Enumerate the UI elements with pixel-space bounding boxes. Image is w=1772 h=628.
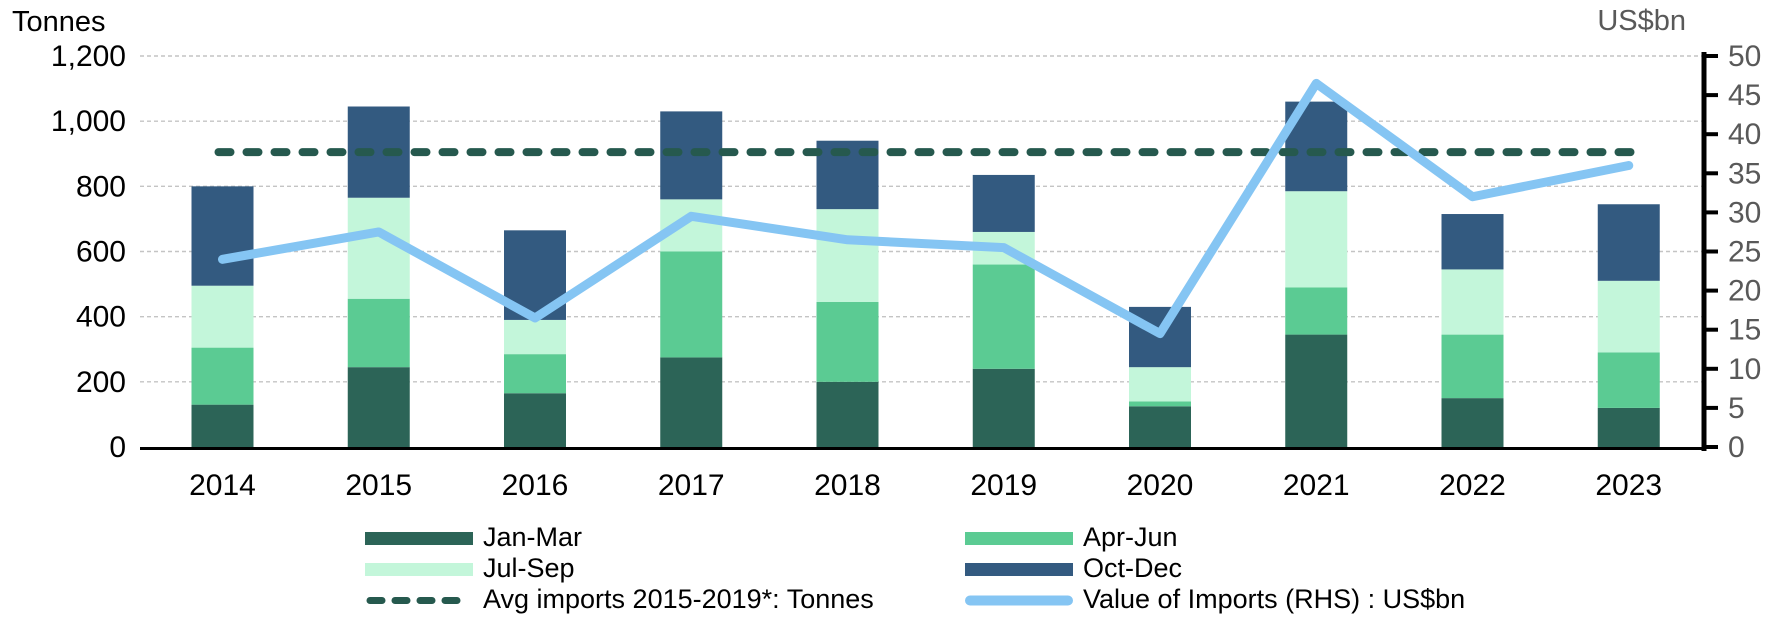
right-axis-tick-label: 45 <box>1728 79 1761 112</box>
right-axis-tick-label: 10 <box>1728 353 1761 386</box>
right-axis-title: US$bn <box>1597 5 1686 37</box>
left-axis-tick-label: 400 <box>76 301 126 334</box>
right-axis-tick-label: 35 <box>1728 157 1761 190</box>
legend-item-oct-dec: Oct-Dec <box>965 553 1705 585</box>
bar-segment-2022-apr-jun <box>1441 334 1504 399</box>
legend-swatch-avg-imports-dashed-line <box>365 594 473 607</box>
right-axis-tick-label: 5 <box>1728 392 1745 425</box>
right-axis-tick-label: 30 <box>1728 196 1761 229</box>
bar-segment-2017-apr-jun <box>660 251 723 358</box>
category-label-2016: 2016 <box>502 469 569 502</box>
left-axis-tick-label: 800 <box>76 170 126 203</box>
chart-legend: Jan-Mar Jul-Sep Avg imports 2015-2019*: … <box>365 522 1705 616</box>
bar-segment-2016-apr-jun <box>504 354 566 394</box>
category-label-2019: 2019 <box>970 469 1037 502</box>
bar-segment-2023-oct-dec <box>1597 204 1660 281</box>
bar-segment-2022-jan-mar <box>1441 398 1504 447</box>
bar-segment-2023-jan-mar <box>1597 407 1660 447</box>
bar-segment-2020-apr-jun <box>1129 401 1191 407</box>
category-labels: 2014 2015 2016 2017 2018 2019 2020 2021 2022 2023 <box>189 469 1662 502</box>
legend-item-avg-imports: Avg imports 2015-2019*: Tonnes <box>365 584 965 616</box>
bar-segment-2014-apr-jun <box>191 347 254 405</box>
legend-label-avg-imports: Avg imports 2015-2019*: Tonnes <box>483 584 874 614</box>
legend-label-value-of-imports: Value of Imports (RHS) : US$bn <box>1083 584 1466 614</box>
value-of-imports-line <box>218 78 1634 339</box>
bar-segment-2021-apr-jun <box>1285 287 1348 335</box>
legend-item-value-of-imports: Value of Imports (RHS) : US$bn <box>965 584 1705 616</box>
left-axis-title: Tonnes <box>12 6 106 38</box>
left-axis: 0 200 400 600 800 1,000 1,200 <box>51 40 126 464</box>
right-axis-tick-label: 0 <box>1728 431 1745 464</box>
legend-swatch-oct-dec <box>965 563 1073 576</box>
right-axis: 0 5 10 15 20 25 30 35 40 45 50 <box>1701 40 1761 464</box>
category-label-2020: 2020 <box>1127 469 1194 502</box>
bar-segment-2022-jul-sep <box>1441 269 1504 335</box>
right-axis-tick-label: 25 <box>1728 236 1761 269</box>
legend-item-jul-sep: Jul-Sep <box>365 553 965 585</box>
bar-segment-2019-jan-mar <box>972 368 1035 447</box>
bar-segment-2014-oct-dec <box>191 186 254 286</box>
category-label-2022: 2022 <box>1439 469 1506 502</box>
legend-label-jan-mar: Jan-Mar <box>483 522 583 552</box>
category-label-2021: 2021 <box>1283 469 1350 502</box>
bar-segment-2017-jan-mar <box>660 357 723 447</box>
legend-swatch-jul-sep <box>365 563 473 576</box>
bar-segment-2016-jul-sep <box>504 319 566 355</box>
legend-swatch-jan-mar <box>365 532 473 545</box>
legend-label-oct-dec: Oct-Dec <box>1083 553 1183 583</box>
bar-segment-2016-jan-mar <box>504 393 566 447</box>
legend-label-apr-jun: Apr-Jun <box>1083 522 1178 552</box>
right-axis-tick-label: 20 <box>1728 275 1761 308</box>
category-label-2014: 2014 <box>189 469 256 502</box>
bar-segment-2023-apr-jun <box>1597 352 1660 408</box>
bar-segment-2019-apr-jun <box>972 264 1035 369</box>
right-axis-tick-label: 50 <box>1728 40 1761 73</box>
legend-swatch-apr-jun <box>965 532 1073 545</box>
bar-segment-2019-oct-dec <box>972 174 1035 232</box>
bar-segment-2022-oct-dec <box>1441 214 1504 270</box>
left-axis-tick-label: 0 <box>109 431 126 464</box>
left-axis-tick-label: 600 <box>76 236 126 269</box>
bar-segment-2015-jan-mar <box>347 367 410 447</box>
right-axis-tick-label: 15 <box>1728 314 1761 347</box>
legend-item-jan-mar: Jan-Mar <box>365 522 965 554</box>
bar-segment-2023-jul-sep <box>1597 280 1660 353</box>
category-label-2015: 2015 <box>345 469 412 502</box>
bar-segment-2014-jul-sep <box>191 285 254 348</box>
bar-segment-2015-apr-jun <box>347 298 410 368</box>
bar-segment-2018-apr-jun <box>816 302 879 382</box>
category-label-2018: 2018 <box>814 469 881 502</box>
left-axis-tick-label: 200 <box>76 366 126 399</box>
category-label-2023: 2023 <box>1595 469 1662 502</box>
legend-swatch-value-of-imports-line <box>965 594 1073 607</box>
legend-label-jul-sep: Jul-Sep <box>483 553 575 583</box>
bar-segment-2018-jul-sep <box>816 209 879 303</box>
legend-item-apr-jun: Apr-Jun <box>965 522 1705 554</box>
bar-segment-2020-jan-mar <box>1129 406 1191 447</box>
bar-segment-2020-jul-sep <box>1129 367 1191 402</box>
right-axis-tick-label: 40 <box>1728 118 1761 151</box>
left-axis-tick-label: 1,200 <box>51 40 126 73</box>
stacked-bars <box>191 101 1660 447</box>
bar-segment-2014-jan-mar <box>191 404 254 447</box>
bar-segment-2018-jan-mar <box>816 381 879 447</box>
bar-segment-2021-jul-sep <box>1285 191 1348 288</box>
left-axis-tick-label: 1,000 <box>51 105 126 138</box>
bar-segment-2021-jan-mar <box>1285 334 1348 447</box>
category-label-2017: 2017 <box>658 469 725 502</box>
